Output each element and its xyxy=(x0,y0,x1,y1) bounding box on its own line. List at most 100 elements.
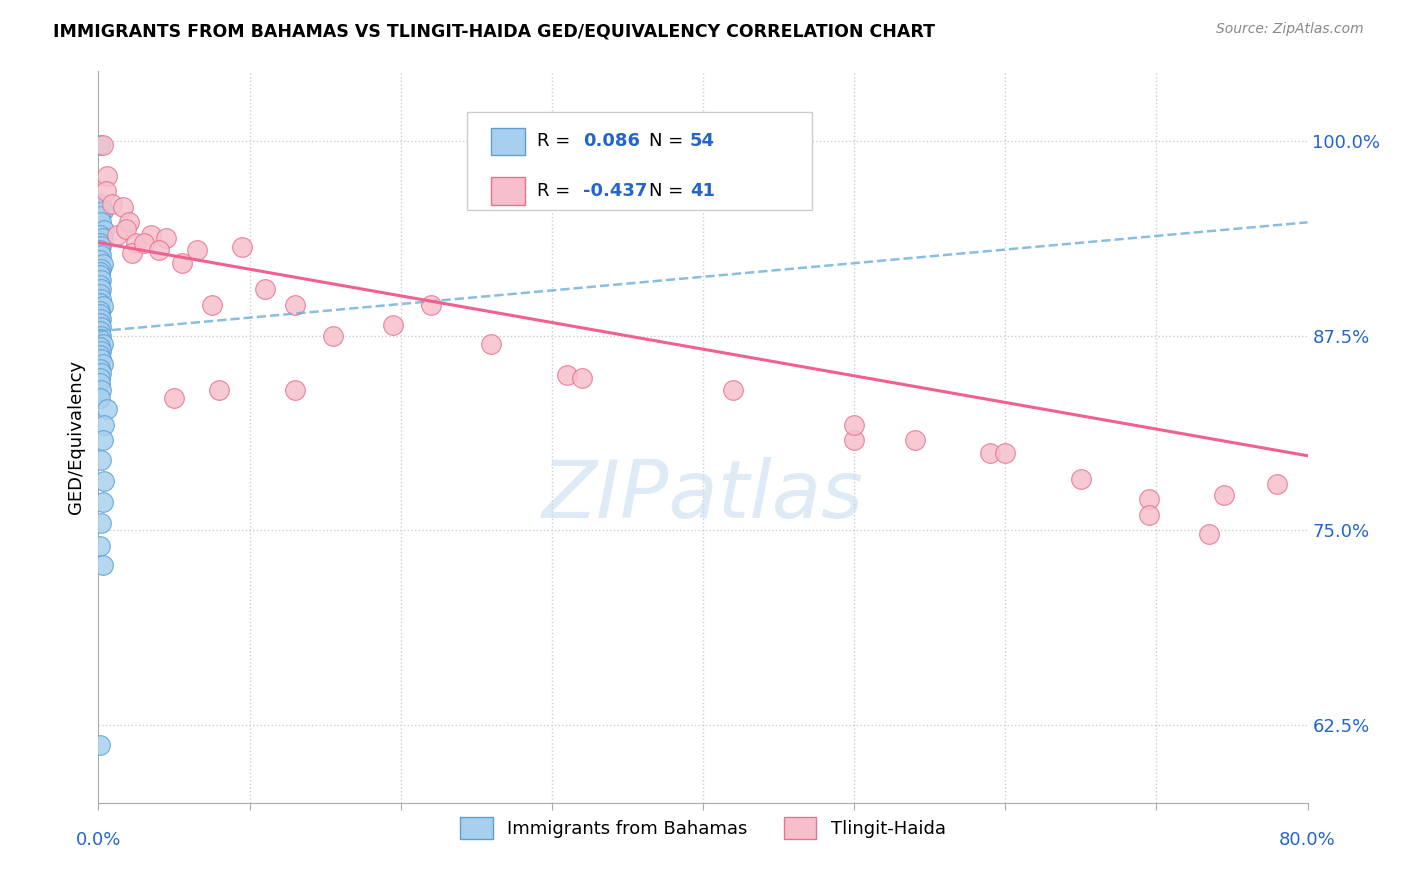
Point xyxy=(89,348,111,362)
Point xyxy=(93,223,115,237)
Legend: Immigrants from Bahamas, Tlingit-Haida: Immigrants from Bahamas, Tlingit-Haida xyxy=(453,810,953,847)
Point xyxy=(90,215,112,229)
Point xyxy=(89,371,111,385)
Point xyxy=(571,371,593,385)
Point xyxy=(979,445,1001,459)
Point xyxy=(90,292,112,306)
Point xyxy=(1070,472,1092,486)
Text: R =: R = xyxy=(537,132,576,150)
Point xyxy=(89,340,111,354)
Point xyxy=(90,238,112,252)
Text: 80.0%: 80.0% xyxy=(1279,830,1336,849)
Point xyxy=(89,265,111,279)
Point xyxy=(89,391,111,405)
Point xyxy=(1137,492,1160,507)
Point xyxy=(1213,488,1236,502)
Point xyxy=(91,336,114,351)
Point xyxy=(994,445,1017,459)
Point xyxy=(91,495,114,509)
Point xyxy=(90,516,112,530)
Point xyxy=(91,299,114,313)
Text: 41: 41 xyxy=(690,182,714,200)
Point xyxy=(163,391,186,405)
Point xyxy=(90,273,112,287)
Point xyxy=(723,384,745,398)
Point xyxy=(89,277,111,292)
Point xyxy=(93,417,115,432)
Point xyxy=(253,282,276,296)
Point xyxy=(231,240,253,254)
Point xyxy=(91,204,114,219)
Point xyxy=(904,433,927,447)
Point xyxy=(91,357,114,371)
Point xyxy=(89,209,111,223)
Point xyxy=(90,329,112,343)
Point xyxy=(90,366,112,380)
Point xyxy=(121,246,143,260)
Point xyxy=(186,244,208,258)
Text: N =: N = xyxy=(648,132,689,150)
Point xyxy=(93,474,115,488)
Point xyxy=(89,296,111,310)
Point xyxy=(155,231,177,245)
Point xyxy=(89,244,111,258)
Point xyxy=(94,184,117,198)
Point xyxy=(141,227,163,242)
Point xyxy=(96,169,118,183)
Point xyxy=(89,286,111,301)
Point xyxy=(91,433,114,447)
Point xyxy=(90,311,112,326)
Point xyxy=(105,227,128,242)
Point xyxy=(89,268,111,283)
Point xyxy=(89,332,111,346)
Point xyxy=(89,539,111,553)
Point xyxy=(89,304,111,318)
Point xyxy=(89,376,111,390)
Point xyxy=(90,319,112,334)
Point xyxy=(481,336,503,351)
Point xyxy=(322,329,344,343)
Point xyxy=(91,137,114,152)
Point xyxy=(1137,508,1160,522)
Point xyxy=(89,324,111,338)
Point xyxy=(90,352,112,367)
Point xyxy=(89,137,111,152)
Point xyxy=(844,433,866,447)
Point xyxy=(89,235,111,250)
Text: N =: N = xyxy=(648,182,689,200)
Point xyxy=(284,298,307,312)
Point xyxy=(96,402,118,417)
Point xyxy=(132,235,155,250)
FancyBboxPatch shape xyxy=(467,112,811,211)
Point xyxy=(91,558,114,572)
Point xyxy=(90,384,112,398)
Point xyxy=(208,384,231,398)
FancyBboxPatch shape xyxy=(492,178,526,205)
Text: 54: 54 xyxy=(690,132,714,150)
Point xyxy=(90,282,112,296)
FancyBboxPatch shape xyxy=(492,128,526,155)
Point xyxy=(125,235,148,250)
Point xyxy=(1267,476,1289,491)
Point xyxy=(111,200,134,214)
Text: Source: ZipAtlas.com: Source: ZipAtlas.com xyxy=(1216,22,1364,37)
Point xyxy=(91,231,114,245)
Point xyxy=(90,262,112,277)
Point xyxy=(1198,526,1220,541)
Point xyxy=(118,215,141,229)
Point xyxy=(844,417,866,432)
Point xyxy=(89,307,111,321)
Text: 0.086: 0.086 xyxy=(583,132,640,150)
Point xyxy=(170,256,193,270)
Text: IMMIGRANTS FROM BAHAMAS VS TLINGIT-HAIDA GED/EQUIVALENCY CORRELATION CHART: IMMIGRANTS FROM BAHAMAS VS TLINGIT-HAIDA… xyxy=(53,22,935,40)
Point xyxy=(90,248,112,262)
Point xyxy=(89,361,111,376)
Point xyxy=(148,244,170,258)
Point xyxy=(201,298,224,312)
Text: -0.437: -0.437 xyxy=(583,182,648,200)
Point xyxy=(90,344,112,359)
Point xyxy=(555,368,578,382)
Point xyxy=(89,227,111,242)
Point xyxy=(382,318,405,332)
Point xyxy=(89,252,111,267)
